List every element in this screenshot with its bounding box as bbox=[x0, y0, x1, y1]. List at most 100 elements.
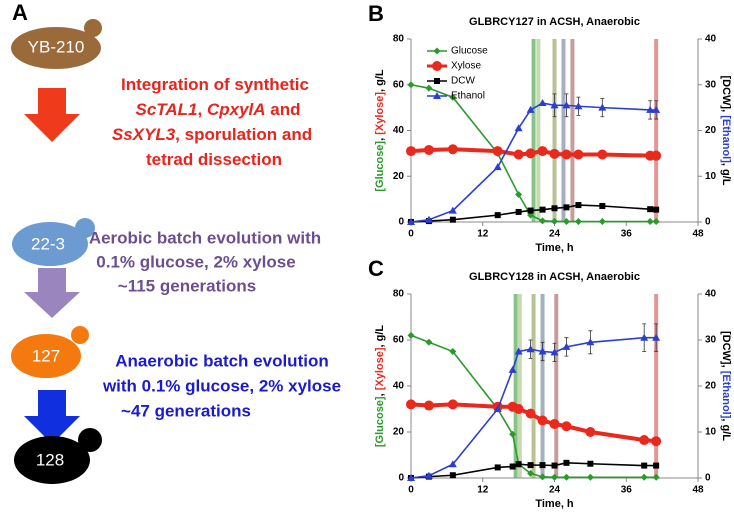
text: CpxylA bbox=[207, 100, 266, 119]
marker bbox=[551, 205, 558, 212]
marker bbox=[641, 462, 648, 469]
axis-label-part: [Glucose] bbox=[374, 396, 386, 447]
axis-label-part: , bbox=[720, 109, 732, 115]
axis-label-part: [DCW] bbox=[720, 75, 732, 109]
step-line: Integration of synthetic bbox=[121, 75, 309, 94]
marker bbox=[449, 472, 456, 479]
y-tick-label: 40 bbox=[393, 125, 405, 136]
marker bbox=[449, 348, 457, 355]
marker bbox=[646, 105, 655, 113]
marker bbox=[538, 347, 547, 355]
panel-label: C bbox=[368, 256, 384, 281]
marker bbox=[646, 218, 654, 226]
marker bbox=[527, 207, 534, 214]
x-tick-label: 24 bbox=[549, 229, 561, 240]
marker bbox=[539, 462, 546, 469]
marker bbox=[493, 405, 502, 412]
marker bbox=[551, 462, 558, 469]
y2-tick-label: 0 bbox=[705, 473, 711, 484]
step-line: ~115 generations bbox=[118, 276, 256, 295]
marker bbox=[599, 202, 606, 209]
marker bbox=[652, 473, 660, 481]
marker bbox=[537, 415, 548, 426]
axis-label-part: [Ethanol] bbox=[720, 115, 732, 163]
y2-tick-label: 0 bbox=[705, 217, 711, 228]
marker bbox=[514, 347, 523, 355]
marker bbox=[514, 124, 523, 132]
marker bbox=[407, 81, 415, 89]
marker bbox=[515, 208, 522, 215]
marker bbox=[647, 206, 654, 213]
marker bbox=[425, 84, 433, 92]
marker bbox=[526, 345, 535, 353]
y2-tick-label: 20 bbox=[705, 125, 717, 136]
marker bbox=[509, 430, 517, 438]
axis-label: [Glucose], [Xylose], g/L bbox=[374, 69, 386, 192]
marker bbox=[651, 150, 662, 161]
marker bbox=[448, 206, 457, 214]
marker bbox=[537, 146, 548, 157]
y2-tick-label: 10 bbox=[705, 171, 717, 182]
marker bbox=[652, 333, 661, 341]
legend-marker bbox=[432, 61, 442, 71]
node-label: 127 bbox=[32, 346, 60, 365]
marker bbox=[407, 474, 415, 481]
text: ScTAL1 bbox=[135, 100, 197, 119]
axis-label-part: , bbox=[374, 390, 386, 396]
marker bbox=[550, 348, 559, 356]
text: and bbox=[266, 100, 301, 119]
marker bbox=[407, 331, 415, 339]
axis-label: [DCW], [Ethanol], g/L bbox=[720, 75, 732, 185]
bud bbox=[84, 19, 102, 37]
marker bbox=[563, 204, 570, 211]
axis-label-part: , bbox=[374, 135, 386, 141]
node-label: 128 bbox=[36, 450, 64, 469]
node-label: YB-210 bbox=[28, 37, 85, 56]
text: , sporulation and bbox=[175, 125, 312, 144]
marker bbox=[549, 418, 560, 429]
y2-tick-label: 20 bbox=[705, 381, 717, 392]
step-line: Anaerobic batch evolution bbox=[115, 351, 328, 370]
cell bbox=[11, 27, 101, 69]
marker bbox=[562, 473, 570, 481]
marker bbox=[493, 163, 502, 171]
marker bbox=[575, 202, 582, 209]
marker bbox=[598, 218, 606, 226]
marker bbox=[509, 463, 516, 470]
marker bbox=[448, 460, 457, 468]
marker bbox=[406, 399, 416, 410]
panel-label: B bbox=[368, 1, 384, 26]
marker bbox=[652, 105, 661, 113]
marker bbox=[424, 471, 433, 479]
text: SsXYL3 bbox=[112, 125, 176, 144]
axis-label-part: [Xylose] bbox=[374, 92, 386, 135]
node-label: 22-3 bbox=[31, 234, 65, 253]
marker bbox=[508, 365, 517, 373]
axis-label-part: [Xylose] bbox=[374, 347, 386, 390]
marker bbox=[538, 99, 547, 107]
x-tick-label: 48 bbox=[692, 485, 704, 496]
marker bbox=[653, 206, 660, 213]
marker bbox=[423, 144, 434, 155]
y-tick-label: 80 bbox=[393, 34, 405, 45]
marker bbox=[525, 148, 536, 159]
marker bbox=[527, 469, 535, 477]
x-tick-label: 0 bbox=[408, 485, 414, 496]
marker bbox=[561, 421, 572, 432]
arrow bbox=[24, 390, 80, 444]
panel-label: A bbox=[12, 0, 28, 25]
marker bbox=[585, 427, 596, 437]
marker bbox=[447, 399, 458, 410]
marker bbox=[494, 464, 501, 471]
text: Integration of synthetic bbox=[121, 75, 309, 94]
legend-label: DCW bbox=[451, 76, 475, 87]
marker bbox=[425, 338, 433, 346]
marker bbox=[587, 460, 594, 467]
marker bbox=[551, 217, 558, 225]
y-tick-label: 20 bbox=[393, 427, 405, 438]
marker bbox=[449, 93, 457, 101]
x-axis-label: Time, h bbox=[535, 498, 574, 510]
marker bbox=[551, 473, 558, 481]
marker bbox=[515, 191, 523, 199]
